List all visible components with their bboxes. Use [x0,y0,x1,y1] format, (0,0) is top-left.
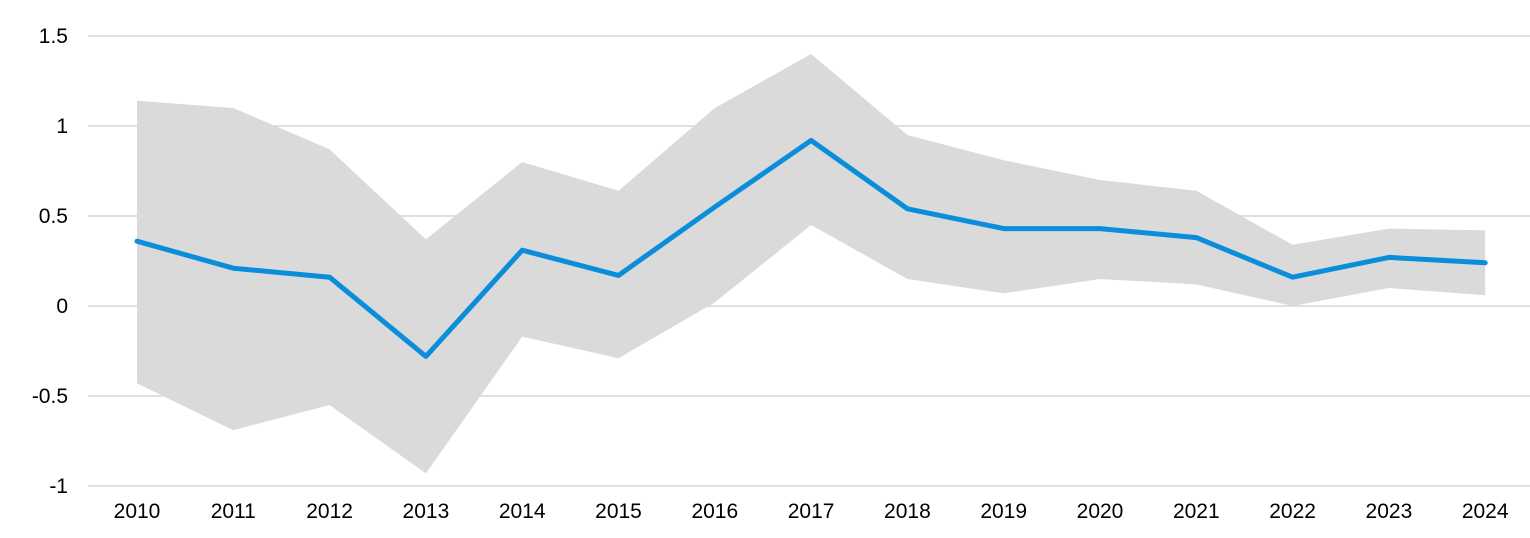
y-tick-label: -1 [49,475,68,498]
y-tick-label: -0.5 [32,385,68,408]
x-tick-label: 2020 [1077,500,1124,523]
x-tick-label: 2018 [884,500,931,523]
x-tick-label: 2024 [1462,500,1509,523]
series-line [134,137,1488,359]
x-tick-label: 2019 [980,500,1027,523]
x-tick-label: 2013 [403,500,450,523]
x-tick-label: 2016 [691,500,738,523]
x-tick-label: 2023 [1366,500,1413,523]
y-tick-label: 0 [56,295,68,318]
x-tick-label: 2011 [211,500,256,523]
y-axis-ticks: -1 -0.5 0 0.5 1 1.5 [32,25,68,498]
y-tick-label: 1.5 [39,25,68,48]
y-tick-label: 0.5 [39,205,68,228]
x-tick-label: 2021 [1173,500,1220,523]
x-tick-label: 2022 [1269,500,1316,523]
x-tick-label: 2014 [499,500,546,523]
x-axis-ticks: 2010 2011 2012 2013 2014 2015 2016 2017 2018 2019… [114,500,1509,523]
x-tick-label: 2010 [114,500,161,523]
x-tick-label: 2015 [595,500,642,523]
y-tick-label: 1 [56,115,68,138]
x-tick-label: 2017 [788,500,835,523]
confidence-band [137,54,1486,474]
x-tick-label: 2012 [306,500,353,523]
